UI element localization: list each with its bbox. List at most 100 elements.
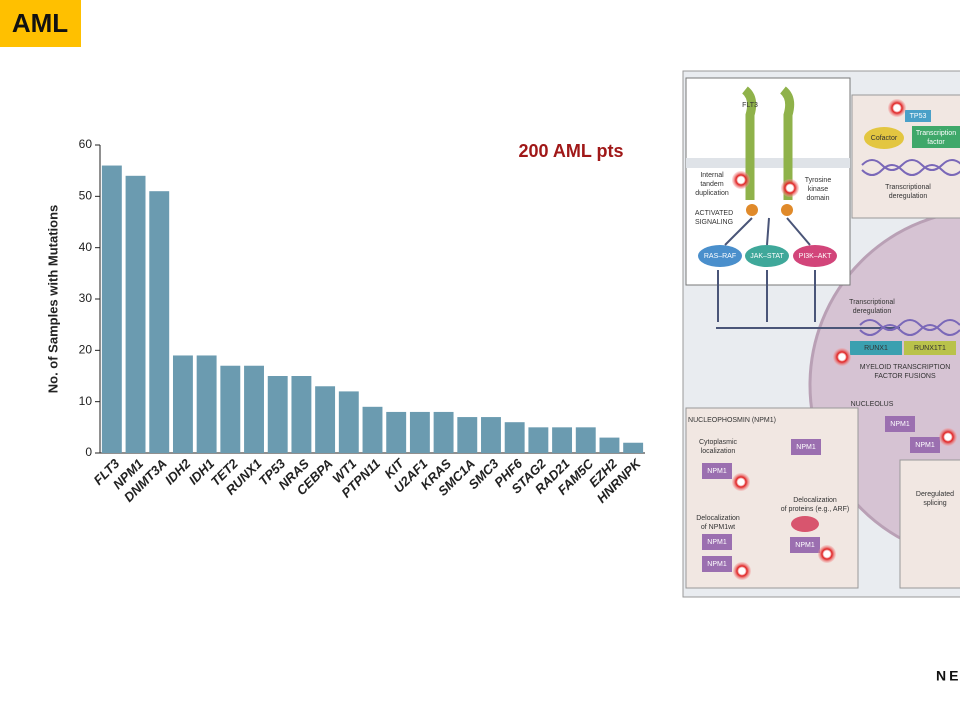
diagram-label: Cofactor — [871, 135, 898, 142]
diagram-label: deregulation — [889, 193, 928, 200]
arrows — [716, 217, 900, 329]
dna — [859, 319, 960, 336]
receptor — [741, 86, 795, 200]
npm1-box — [790, 537, 820, 553]
diagram-label: FLT3 — [742, 102, 758, 109]
footer: NE — [936, 668, 960, 684]
diagram-label: localization — [701, 448, 736, 455]
x-tick-label: IDH2 — [162, 455, 194, 487]
diagram-label: FACTOR FUSIONS — [874, 373, 936, 380]
diagram-label: Delocalization — [793, 497, 837, 504]
bar — [101, 165, 122, 454]
diagram-label: SIGNALING — [695, 219, 733, 226]
y-tick-label: 30 — [79, 291, 93, 305]
npm1-box — [702, 463, 732, 479]
bar — [315, 386, 336, 453]
annotation: 200 AML pts — [518, 141, 623, 161]
diagram-label: PI3K–AKT — [799, 253, 832, 260]
bar — [362, 406, 383, 453]
y-tick-label: 10 — [79, 394, 93, 408]
pi3k-akt-node — [793, 245, 837, 267]
diagram: FLT3 Internal tandem duplication Tyrosin… — [682, 70, 960, 598]
diagram-label: NPM1 — [796, 444, 816, 451]
bar — [528, 427, 549, 453]
y-tick-label: 20 — [79, 343, 93, 357]
diagram-label: NUCLEOPHOSMIN (NPM1) — [688, 417, 776, 424]
bar — [244, 365, 264, 453]
kinase — [781, 204, 793, 216]
bar — [409, 411, 430, 453]
ras-raf-node — [698, 245, 742, 267]
diagram-label: deregulation — [853, 308, 892, 315]
diagram-label: Transcription — [916, 130, 956, 137]
diagram-label: Cytoplasmic — [699, 439, 738, 446]
bar — [149, 191, 170, 453]
bar — [338, 391, 359, 453]
y-tick-label: 50 — [79, 189, 93, 203]
diagram-label: Transcriptional — [885, 184, 931, 191]
bar — [267, 376, 288, 453]
diagram-label: JAK–STAT — [750, 253, 784, 260]
diagram-label: RAS–RAF — [704, 253, 736, 260]
diagram-label: Delocalization — [696, 515, 740, 522]
y-tick-label: 40 — [79, 240, 93, 254]
runx1-node — [850, 341, 902, 355]
bar — [481, 417, 501, 453]
runx1t1-node — [904, 341, 956, 355]
diagram-label: Transcriptional — [849, 299, 895, 306]
bar — [386, 411, 407, 453]
bar — [291, 376, 312, 453]
diagram-label: NUCLEOLUS — [851, 401, 894, 408]
diagram-label: kinase — [808, 186, 828, 193]
diagram-label: domain — [807, 195, 830, 202]
diagram-label: Deregulated — [916, 491, 954, 498]
title-box — [0, 0, 81, 47]
npm1-box — [791, 439, 821, 455]
bar — [220, 365, 241, 453]
arf-node — [791, 516, 819, 532]
kinase — [746, 204, 758, 216]
diagram-label: factor — [927, 139, 945, 146]
diagram-label: RUNX1 — [864, 345, 888, 352]
diagram-label: NPM1 — [707, 539, 727, 546]
diagram-label: splicing — [923, 500, 946, 507]
bar — [125, 175, 146, 454]
diagram-label: NPM1 — [890, 421, 910, 428]
diagram-label: Tyrosine — [805, 177, 832, 184]
tp53-node — [905, 110, 931, 122]
diagram-label: RUNX1T1 — [914, 345, 946, 352]
y-tick-label: 60 — [79, 137, 93, 151]
slide-title: AML — [12, 8, 68, 38]
y-tick-label: 0 — [85, 445, 92, 459]
diagram-label: NPM1 — [707, 561, 727, 568]
bar — [623, 442, 644, 453]
npm1-box — [910, 437, 940, 453]
bar — [575, 427, 596, 453]
diagram-label: NPM1 — [795, 542, 815, 549]
diagram-label: tandem — [700, 181, 724, 188]
diagram-label: NPM1 — [915, 442, 935, 449]
splicing-panel — [899, 459, 960, 589]
diagram-label: duplication — [695, 190, 729, 197]
membrane — [686, 158, 850, 168]
bar — [196, 355, 217, 453]
diagram-label: ACTIVATED — [695, 210, 733, 217]
bar — [433, 411, 454, 453]
mutation-dots — [732, 99, 957, 580]
dna — [861, 159, 960, 176]
bar — [504, 422, 525, 453]
diagram-label: MYELOID TRANSCRIPTION — [860, 364, 951, 371]
npm1-box — [702, 534, 732, 550]
tf-node — [912, 126, 960, 148]
jak-stat-node — [745, 245, 789, 267]
diagram-label: of NPM1wt — [701, 524, 735, 531]
diagram-label: NPM1 — [707, 468, 727, 475]
bar — [172, 355, 193, 453]
bar — [599, 437, 620, 453]
npm1-box — [885, 416, 915, 432]
cofactor-node — [864, 127, 904, 149]
bar — [457, 417, 478, 453]
npm1-box — [702, 556, 732, 572]
bar — [552, 427, 573, 453]
